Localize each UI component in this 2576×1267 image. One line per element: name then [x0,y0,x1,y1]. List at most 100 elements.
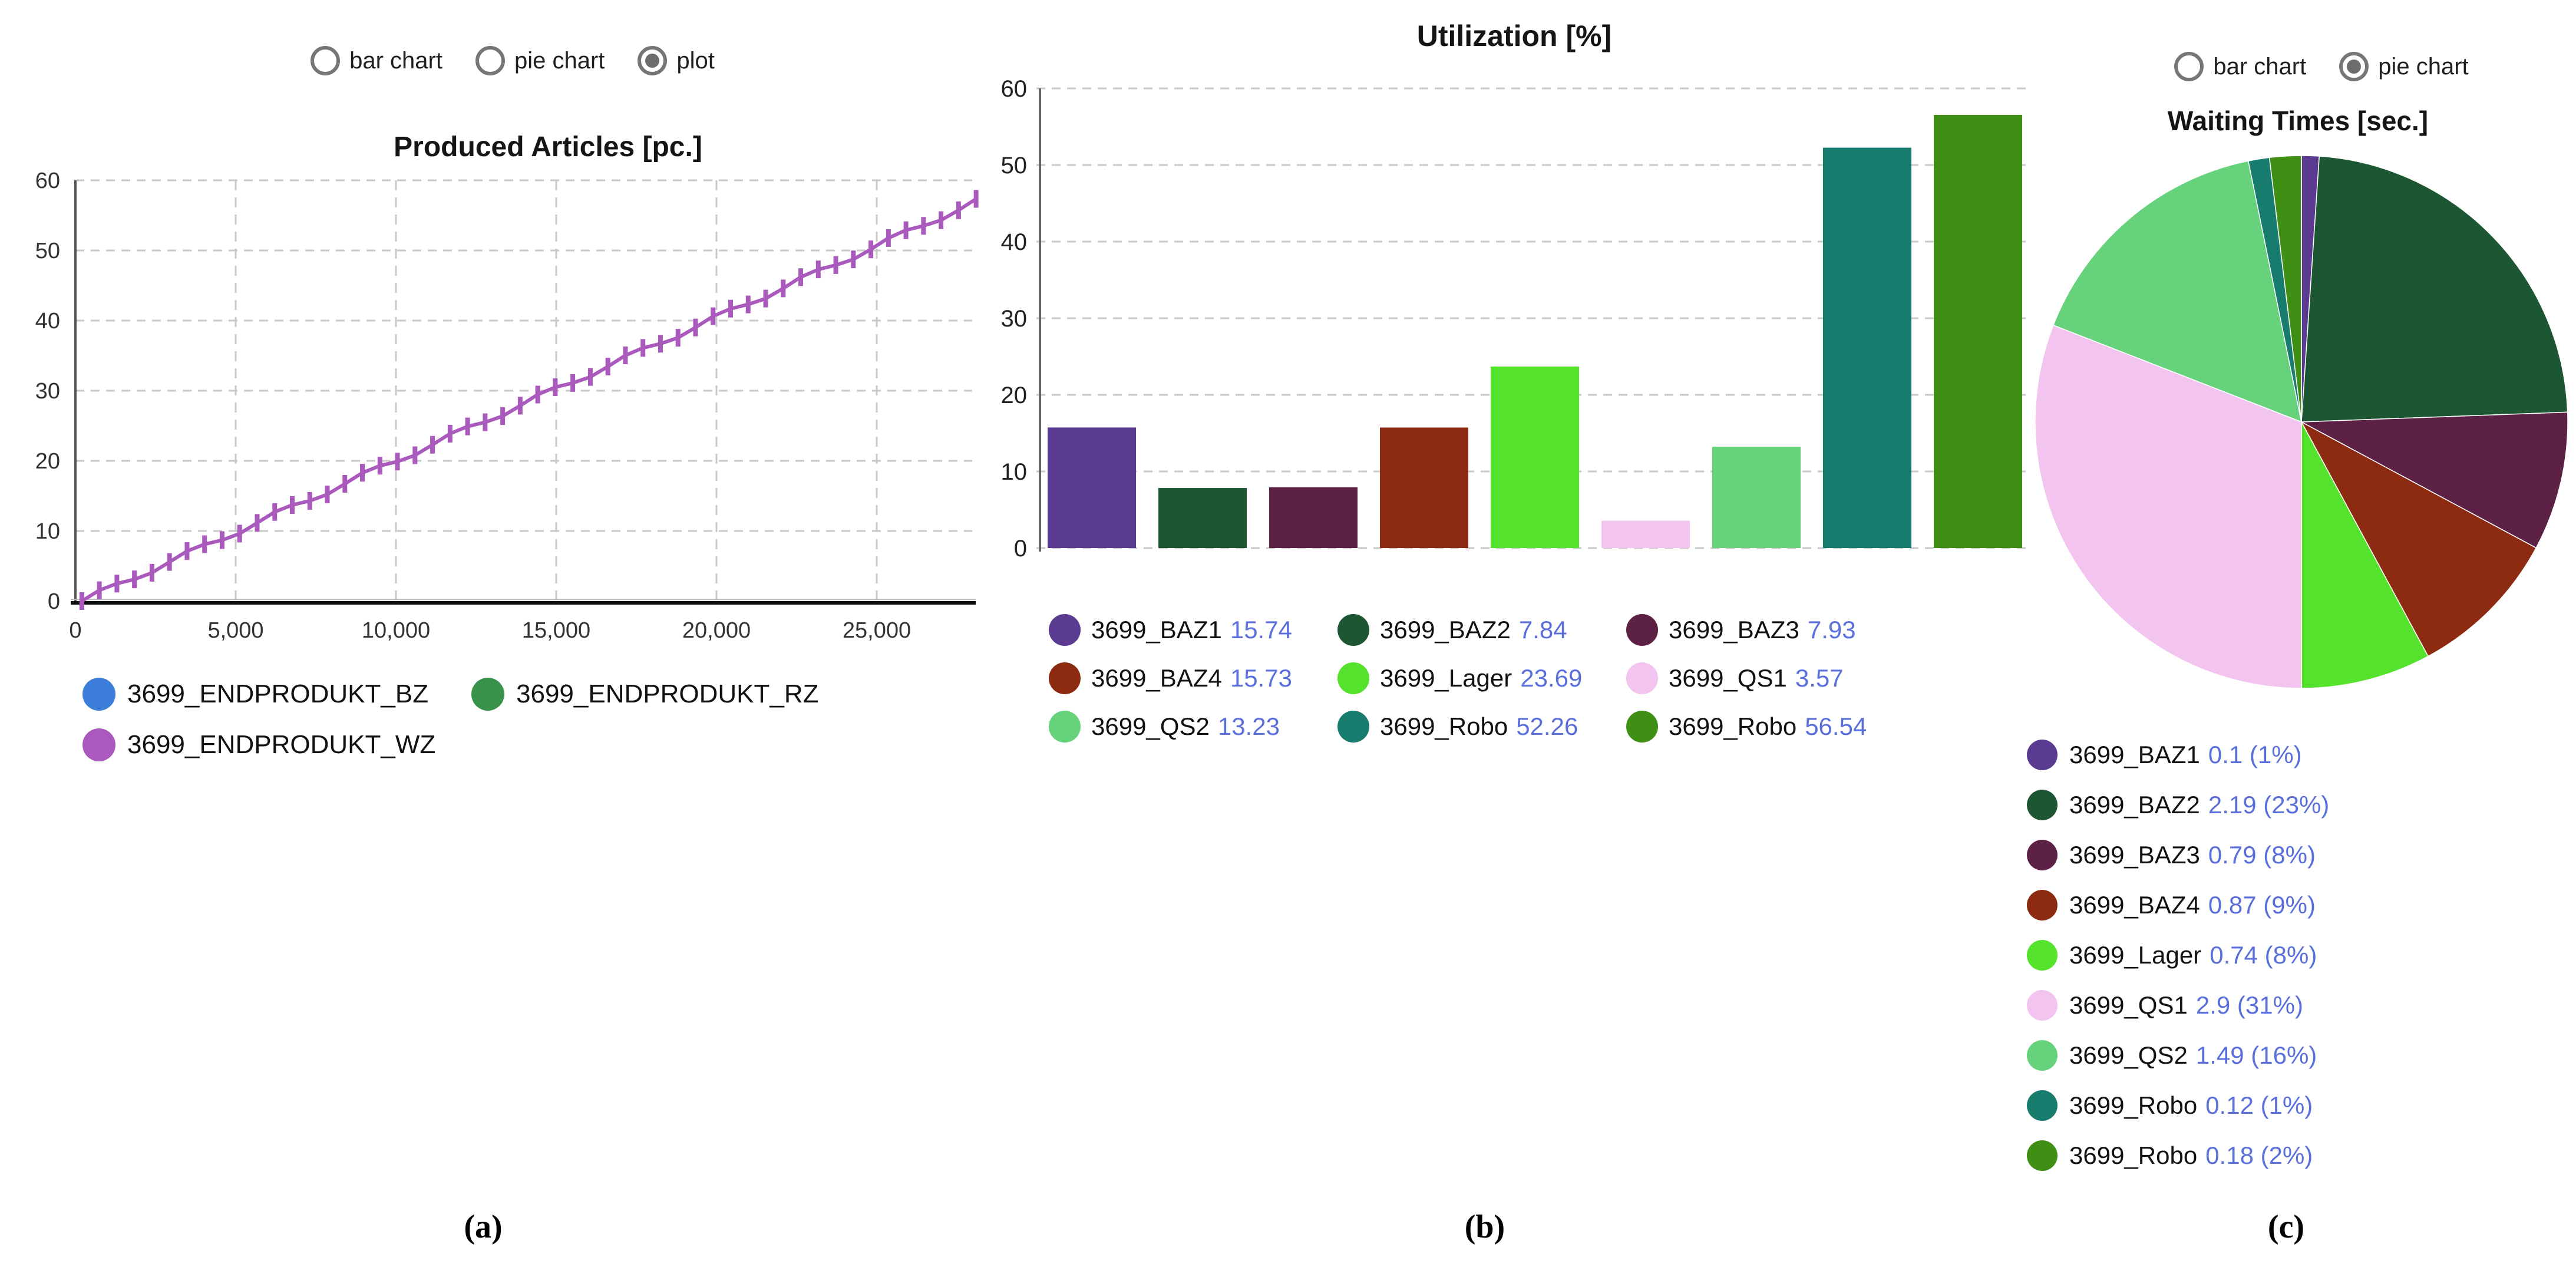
caption-b: (b) [1464,1209,1505,1245]
legend-swatch-icon [2027,789,2058,820]
legend-item[interactable]: 3699_BAZ3 7.93 [1626,614,1956,646]
radio-option-bar-chart[interactable]: bar chart [311,46,442,75]
legend-swatch-icon [82,678,115,711]
legend-label: 3699_ENDPRODUKT_WZ [127,730,436,759]
legend-item[interactable]: 3699_QS1 3.57 [1626,662,1956,694]
legend-item[interactable]: 3699_Robo 0.18 (2%) [2027,1130,2557,1180]
legend-value: 3.57 [1795,664,1844,692]
svg-text:50: 50 [1001,153,1028,179]
bar-3699_BAZ3[interactable] [1269,487,1358,548]
bar-3699_BAZ4[interactable] [1380,427,1468,548]
utilization-bar-chart[interactable]: 0 10 20 30 40 50 60 [990,59,2045,589]
chart-c-legend: 3699_BAZ1 0.1 (1%) 3699_BAZ2 2.19 (23%) 3699… [2027,730,2557,1180]
svg-text:20: 20 [35,449,60,474]
radio-option-plot[interactable]: plot [638,46,715,75]
legend-item[interactable]: 3699_QS2 13.23 [1049,711,1337,743]
legend-item[interactable]: 3699_ENDPRODUKT_RZ [471,678,955,711]
svg-text:50: 50 [35,239,60,263]
legend-label: 3699_QS1 [2069,991,2188,1019]
legend-item[interactable]: 3699_Robo 56.54 [1626,711,1956,743]
legend-value: 2.9 (31%) [2195,991,2303,1019]
legend-label: 3699_BAZ4 [1091,664,1222,692]
legend-value: 15.73 [1230,664,1292,692]
legend-item[interactable]: 3699_Robo 52.26 [1337,711,1626,743]
legend-item[interactable]: 3699_ENDPRODUKT_WZ [82,728,471,761]
legend-item[interactable]: 3699_Lager 23.69 [1337,662,1626,694]
legend-value: 1.49 (16%) [2195,1041,2317,1069]
legend-item[interactable]: 3699_QS1 2.9 (31%) [2027,980,2557,1030]
legend-item[interactable]: 3699_Lager 0.74 (8%) [2027,930,2557,980]
svg-text:40: 40 [1001,229,1028,255]
radio-unselected-icon[interactable] [2174,52,2204,81]
svg-text:25,000: 25,000 [843,618,911,643]
legend-item[interactable]: 3699_BAZ1 0.1 (1%) [2027,730,2557,780]
legend-label: 3699_Lager [1380,664,1512,692]
legend-item[interactable]: 3699_BAZ4 0.87 (9%) [2027,880,2557,930]
legend-item[interactable]: 3699_BAZ1 15.74 [1049,614,1337,646]
chart-c-title: Waiting Times [sec.] [2167,105,2429,136]
radio-option-bar-chart[interactable]: bar chart [2174,52,2306,81]
legend-item[interactable]: 3699_BAZ2 7.84 [1337,614,1626,646]
legend-item[interactable]: 3699_QS2 1.49 (16%) [2027,1030,2557,1080]
svg-text:0: 0 [69,618,81,643]
radio-label: bar chart [2213,53,2307,80]
produced-articles-line-chart[interactable]: 0 10 20 30 40 50 60 0 5,000 10,000 15,000 20,000 25,… [0,106,1002,678]
svg-text:10: 10 [1001,459,1028,485]
radio-unselected-icon[interactable] [311,46,341,75]
legend-item[interactable]: 3699_Robo 0.12 (1%) [2027,1080,2557,1130]
radio-label: pie chart [2378,53,2469,80]
legend-label: 3699_ENDPRODUKT_RZ [516,679,819,708]
legend-label: 3699_BAZ1 [1091,616,1222,644]
legend-label: 3699_BAZ2 [1380,616,1511,644]
bar-3699_Robo[interactable] [1823,147,1911,548]
radio-unselected-icon[interactable] [475,46,505,75]
pie-slice-3699_Lager-4[interactable] [2301,421,2429,689]
legend-swatch-icon [1626,662,1658,694]
radio-option-pie-chart[interactable]: pie chart [2339,52,2469,81]
bar-3699_BAZ1[interactable] [1048,427,1136,548]
legend-swatch-icon [1626,614,1658,646]
bar-3699_BAZ2[interactable] [1158,488,1247,548]
pie-slice-3699_BAZ3-2[interactable] [2300,411,2568,549]
legend-label: 3699_QS2 [1091,712,1210,740]
svg-text:20,000: 20,000 [682,618,751,643]
pie-slice-3699_BAZ4-3[interactable] [2300,421,2537,657]
legend-swatch-icon [471,678,504,711]
svg-text:10: 10 [35,519,60,544]
bar-3699_Robo[interactable] [1934,114,2022,549]
legend-value: 23.69 [1520,664,1583,692]
bar-3699_QS2[interactable] [1712,447,1801,548]
legend-swatch-icon [2027,739,2058,770]
caption-a: (a) [464,1209,503,1245]
svg-text:15,000: 15,000 [522,618,590,643]
bar-3699_Lager[interactable] [1491,367,1579,548]
pie-slice-3699_QS2-6[interactable] [2052,160,2303,423]
chart-b-title: Utilization [%] [1416,19,1612,52]
waiting-times-pie-chart[interactable] [2015,141,2576,707]
radio-selected-icon[interactable] [2339,52,2369,81]
legend-value: 0.18 (2%) [2205,1141,2313,1169]
pie-slice-3699_Robo-8[interactable] [2268,155,2302,423]
radio-label: plot [676,47,715,74]
legend-label: 3699_QS2 [2069,1041,2188,1069]
legend-item[interactable]: 3699_BAZ4 15.73 [1049,662,1337,694]
bar-3699_QS1[interactable] [1601,520,1690,548]
legend-item[interactable]: 3699_BAZ3 0.79 (8%) [2027,830,2557,880]
legend-label: 3699_Robo [1669,712,1797,740]
radio-selected-icon[interactable] [638,46,668,75]
legend-item[interactable]: 3699_ENDPRODUKT_BZ [82,678,471,711]
pie-slice-3699_BAZ2-1[interactable] [2301,156,2568,423]
pie-slice-3699_QS1-5[interactable] [2035,324,2302,689]
svg-text:40: 40 [35,309,60,334]
legend-value: 0.87 (9%) [2208,890,2316,919]
legend-label: 3699_BAZ2 [2069,790,2200,819]
chart-a-legend: 3699_ENDPRODUKT_BZ 3699_ENDPRODUKT_RZ 3699… [82,678,955,761]
radio-label: pie chart [514,47,605,74]
legend-swatch-icon [1049,662,1081,694]
legend-label: 3699_ENDPRODUKT_BZ [127,679,429,708]
legend-value: 0.79 (8%) [2208,840,2316,869]
legend-item[interactable]: 3699_BAZ2 2.19 (23%) [2027,780,2557,830]
radio-option-pie-chart[interactable]: pie chart [475,46,605,75]
svg-text:5,000: 5,000 [207,618,263,643]
